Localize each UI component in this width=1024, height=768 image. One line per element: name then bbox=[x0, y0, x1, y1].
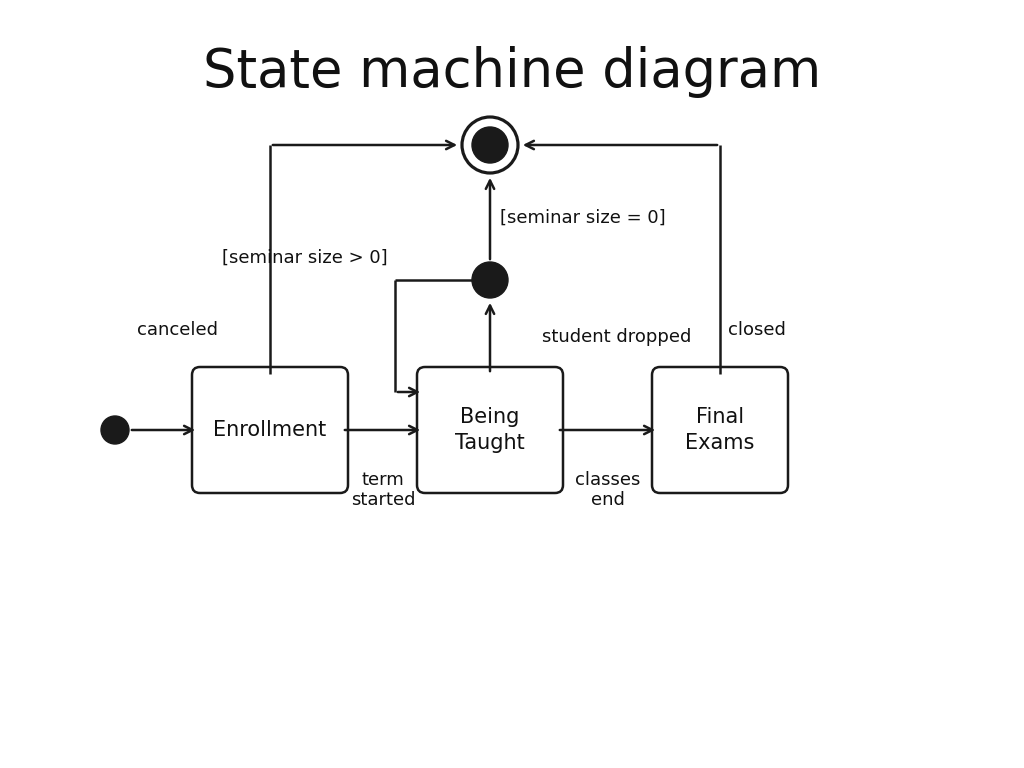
Circle shape bbox=[472, 262, 508, 298]
Circle shape bbox=[462, 117, 518, 173]
Text: Being
Taught: Being Taught bbox=[455, 407, 525, 453]
Text: canceled: canceled bbox=[137, 321, 218, 339]
Text: Final
Exams: Final Exams bbox=[685, 407, 755, 453]
Text: student dropped: student dropped bbox=[542, 328, 691, 346]
Text: [seminar size = 0]: [seminar size = 0] bbox=[500, 209, 666, 227]
Circle shape bbox=[472, 127, 508, 163]
FancyBboxPatch shape bbox=[417, 367, 563, 493]
Text: State machine diagram: State machine diagram bbox=[203, 46, 821, 98]
Text: term
started: term started bbox=[351, 471, 416, 509]
Text: Enrollment: Enrollment bbox=[213, 420, 327, 440]
FancyBboxPatch shape bbox=[193, 367, 348, 493]
FancyBboxPatch shape bbox=[652, 367, 788, 493]
Circle shape bbox=[101, 416, 129, 444]
Text: [seminar size > 0]: [seminar size > 0] bbox=[222, 249, 388, 267]
Text: closed: closed bbox=[728, 321, 785, 339]
Text: classes
end: classes end bbox=[575, 471, 641, 509]
